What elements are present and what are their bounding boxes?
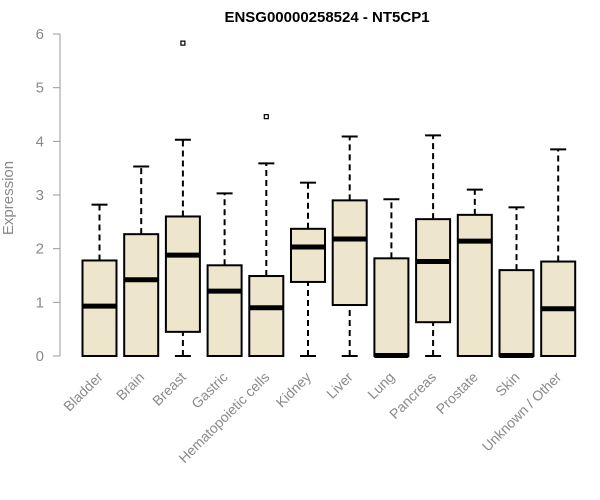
x-tick-label: Bladder	[60, 369, 106, 415]
iqr-box	[206, 264, 243, 358]
boxes-layer	[81, 40, 577, 358]
x-tick-label: Liver	[323, 369, 356, 402]
x-tick-label: Lung	[364, 369, 397, 402]
box-lung	[373, 198, 410, 358]
box-skin	[498, 206, 535, 358]
y-tick-label: 1	[36, 294, 44, 311]
x-tick-label: Prostate	[433, 369, 481, 417]
box-prostate	[456, 188, 493, 357]
iqr-box	[498, 269, 535, 357]
iqr-box	[331, 199, 368, 307]
iqr-box	[248, 275, 285, 357]
outlier-point	[263, 114, 269, 120]
iqr-box	[415, 218, 452, 324]
iqr-box	[373, 257, 410, 357]
chart-title: ENSG00000258524 - NT5CP1	[224, 9, 429, 26]
y-tick-label: 5	[36, 80, 44, 97]
iqr-box	[123, 233, 160, 357]
y-axis: 0 1 2 3 4 5 6	[36, 26, 61, 365]
iqr-box	[164, 215, 201, 333]
box-unknown-other	[540, 148, 577, 357]
y-tick-label: 3	[36, 187, 44, 204]
y-tick-label: 0	[36, 348, 44, 365]
x-tick-label: Skin	[492, 369, 523, 400]
box-kidney	[290, 181, 326, 357]
y-tick-label: 6	[36, 26, 44, 43]
x-tick-label: Brain	[113, 369, 147, 403]
x-tick-label: Kidney	[273, 369, 315, 411]
box-pancreas	[415, 134, 452, 357]
box-bladder	[81, 203, 118, 357]
x-tick-label: Unknown / Other	[479, 369, 565, 455]
iqr-box	[456, 213, 493, 357]
y-tick-label: 2	[36, 241, 44, 258]
x-tick-label: Breast	[149, 369, 189, 409]
y-axis-label: Expression	[0, 161, 17, 235]
iqr-box	[290, 227, 326, 283]
outlier-point	[180, 40, 186, 46]
box-breast	[164, 40, 201, 357]
box-liver	[331, 135, 368, 357]
box-gastric	[206, 192, 243, 358]
y-tick-label: 4	[36, 133, 44, 150]
box-hematopoietic-cells	[248, 114, 285, 357]
box-brain	[123, 165, 160, 357]
